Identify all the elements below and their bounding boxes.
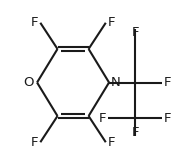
Text: F: F [31,16,39,29]
Text: O: O [24,76,34,89]
Text: F: F [164,76,171,89]
Text: F: F [164,112,171,125]
Text: F: F [107,16,115,29]
Text: F: F [131,26,139,39]
Text: F: F [107,136,115,149]
Text: F: F [31,136,39,149]
Text: F: F [131,126,139,139]
Text: N: N [111,76,121,89]
Text: F: F [99,112,107,125]
